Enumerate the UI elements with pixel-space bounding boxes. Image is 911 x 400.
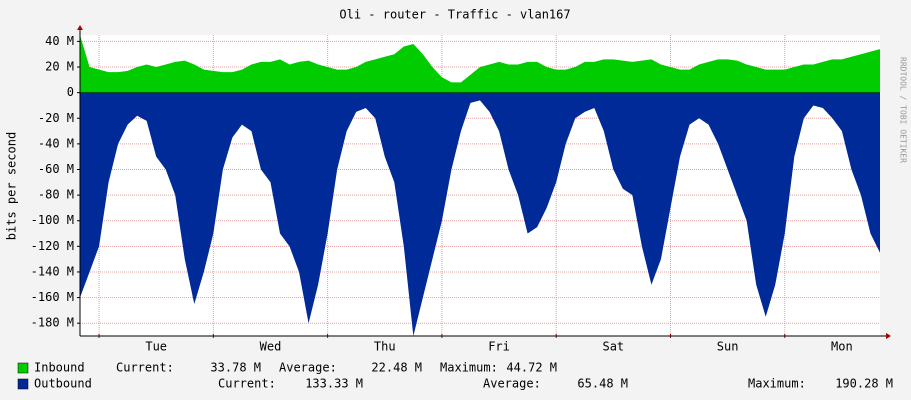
area-outbound	[80, 92, 880, 336]
x-tick-label: Sat	[602, 340, 624, 354]
y-tick-label: -80 M	[38, 188, 74, 202]
watermark: RRDTOOL / TOBI OETIKER	[899, 57, 908, 163]
x-tick-label: Sun	[717, 340, 739, 354]
legend-stat-label: Maximum:	[748, 377, 806, 391]
legend-stat-value: 65.48 M	[577, 377, 628, 391]
legend-stat-value: 190.28 M	[835, 377, 893, 391]
legend-stat-label: Current:	[218, 377, 276, 391]
x-axis-arrow	[886, 333, 891, 339]
y-tick-label: 20 M	[45, 60, 74, 74]
x-tick-label: Fri	[488, 340, 510, 354]
x-tick-label: Tue	[145, 340, 167, 354]
chart-title: Oli - router - Traffic - vlan167	[339, 8, 570, 22]
y-axis-arrow	[77, 25, 83, 30]
y-tick-label: -140 M	[31, 264, 74, 278]
y-tick-label: -120 M	[31, 239, 74, 253]
y-tick-label: -20 M	[38, 111, 74, 125]
y-tick-label: -160 M	[31, 290, 74, 304]
area-inbound	[80, 35, 880, 93]
x-tick-label: Thu	[374, 340, 396, 354]
legend-stat-label: Current:	[116, 361, 174, 375]
legend-swatch	[17, 362, 29, 374]
legend-stat-value: 44.72 M	[506, 361, 557, 375]
legend-label: Outbound	[34, 377, 92, 391]
legend-label: Inbound	[34, 361, 85, 375]
y-tick-label: 0	[67, 85, 74, 99]
y-tick-label: -40 M	[38, 136, 74, 150]
legend-stat-label: Average:	[483, 377, 541, 391]
y-tick-label: -180 M	[31, 316, 74, 330]
y-tick-label: 40 M	[45, 34, 74, 48]
y-tick-label: -100 M	[31, 213, 74, 227]
legend-stat-label: Average:	[279, 361, 337, 375]
legend-stat-value: 22.48 M	[371, 361, 422, 375]
x-tick-label: Mon	[831, 340, 853, 354]
y-tick-label: -60 M	[38, 162, 74, 176]
x-tick-label: Wed	[260, 340, 282, 354]
legend-stat-value: 133.33 M	[305, 377, 363, 391]
legend-swatch	[17, 378, 29, 390]
legend-stat-label: Maximum:	[440, 361, 498, 375]
y-axis-label: bits per second	[5, 132, 19, 240]
legend-stat-value: 33.78 M	[210, 361, 261, 375]
